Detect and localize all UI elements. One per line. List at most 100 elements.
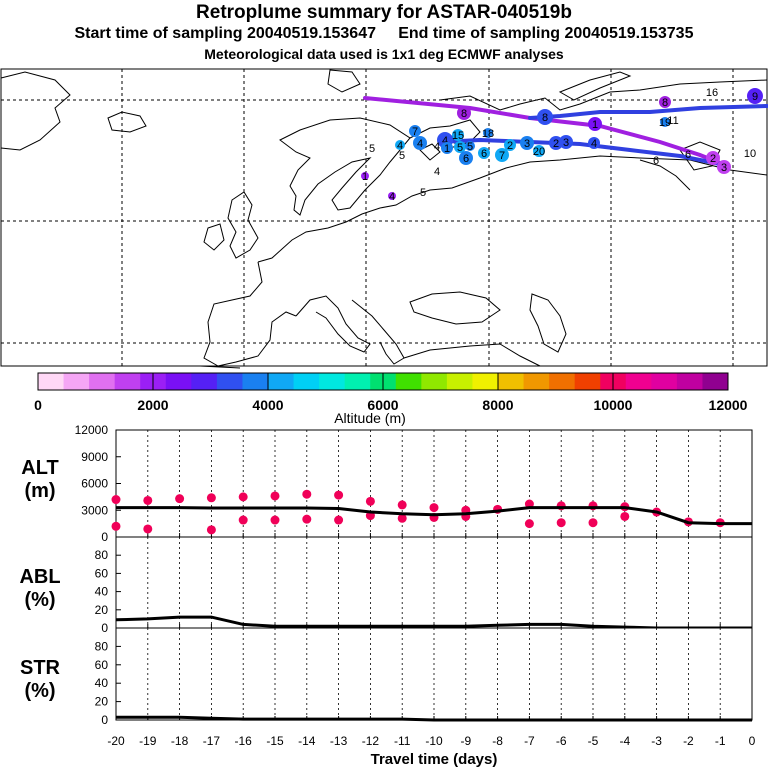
map-cluster-marker: 2 (504, 139, 516, 152)
panel-y-tick-label: 40 (95, 676, 109, 690)
map-cluster-label: 19 (659, 117, 671, 129)
map-cluster-label: 4 (434, 166, 440, 178)
map-cluster-dot (659, 96, 671, 108)
colorbar-tick-label: 6000 (367, 397, 398, 413)
map-cluster-dot (588, 137, 600, 149)
panel-y-tick-label: 20 (95, 603, 109, 617)
map-cluster-dot (533, 145, 545, 157)
map-cluster-marker: 4 (395, 140, 405, 152)
altitude-cluster-dot (334, 490, 344, 500)
x-tick-label: -13 (330, 734, 348, 748)
map-cluster-label: 8 (461, 108, 467, 120)
altitude-cluster-dot (365, 496, 375, 506)
panel-y-tick-label: 0 (101, 530, 108, 544)
x-tick-label: -9 (460, 734, 471, 748)
altitude-cluster-dot (143, 524, 153, 534)
colorbar-swatch (38, 373, 65, 390)
map-frame (0, 68, 768, 367)
altitude-cluster-dot (588, 518, 598, 528)
map-cluster-dot (441, 142, 453, 154)
colorbar-tick-label: 2000 (137, 397, 168, 413)
map-cluster-label: 3 (563, 137, 569, 149)
colorbar-swatch (395, 373, 422, 390)
map-cluster-marker: 19 (659, 117, 671, 129)
map-cluster-marker: 10 (744, 148, 756, 160)
panel-y-tick-label: 3000 (81, 503, 108, 517)
map-cluster-marker: 8 (457, 106, 471, 120)
map-cluster-label: 20 (533, 146, 545, 158)
altitude-cluster-dot (270, 491, 280, 501)
altitude-cluster-dot (143, 495, 153, 505)
map-cluster-dot (706, 151, 720, 165)
panel-y-tick-label: 6000 (81, 477, 108, 491)
altitude-cluster-dot (524, 519, 534, 529)
map-cluster-dot (452, 129, 464, 141)
x-axis: -20 -19 -18 -17 -16 -15 -14 -13 -12 -11 -10 -9 -8 -7-… (107, 734, 755, 768)
x-tick-label: 0 (749, 734, 756, 748)
map-cluster-marker: 3 (559, 135, 573, 149)
map-cluster-marker: 3 (520, 136, 534, 150)
chart-title: Retroplume summary for ASTAR-040519b (196, 2, 572, 23)
map-cluster-marker: 7 (409, 125, 421, 138)
map-cluster-marker: 16 (706, 87, 718, 99)
colorbar-swatch (625, 373, 652, 390)
colorbar-swatch (676, 373, 703, 390)
x-axis-title: Travel time (days) (371, 751, 498, 768)
map-cluster-marker: 20 (533, 145, 545, 158)
altitude-cluster-dot (302, 489, 312, 499)
map-cluster-marker: 4 (588, 137, 600, 150)
altitude-cluster-dot (556, 518, 566, 528)
map-cluster-label: 3 (524, 138, 530, 150)
map-cluster-dot (537, 109, 553, 125)
x-tick-label: -4 (619, 734, 630, 748)
colorbar-swatch (702, 373, 729, 390)
panel-y-tick-label: 0 (101, 621, 108, 635)
map-cluster-label: 6 (685, 149, 691, 161)
x-tick-label: -16 (235, 734, 253, 748)
map-cluster-marker: 6 (685, 149, 691, 161)
colorbar-swatch (63, 373, 90, 390)
alt-panel: 12000 9000 6000 3000 0 ALT (m) (21, 423, 753, 544)
x-tick-label: -3 (651, 734, 662, 748)
met-data-note: Meteorological data used is 1x1 deg ECMW… (204, 46, 564, 62)
map-cluster-dot (504, 139, 516, 151)
colorbar-swatch (242, 373, 269, 390)
panel-y-tick-label: 12000 (75, 423, 109, 437)
colorbar-swatch (268, 373, 295, 390)
x-tick-label: -1 (715, 734, 726, 748)
map-cluster-label: 6 (653, 155, 659, 167)
map-cluster-label: 9 (752, 91, 758, 103)
x-tick-label: -6 (556, 734, 567, 748)
map-cluster-label: 5 (457, 142, 463, 154)
colorbar-swatch (114, 373, 141, 390)
panel-y-label: ALT (m) (21, 457, 58, 502)
altitude-cluster-dot (620, 511, 630, 521)
map-cluster-marker: 4 (434, 166, 440, 178)
map-cluster-dot (717, 160, 731, 174)
map-cluster-label: 1 (444, 143, 450, 155)
map-cluster-label: 6 (463, 153, 469, 165)
map-cluster-label: 2 (710, 153, 716, 165)
sampling-times: Start time of sampling 20040519.153647 E… (74, 25, 694, 42)
colorbar-swatch (574, 373, 601, 390)
map-cluster-dot (388, 192, 396, 200)
altitude-cluster-dot (397, 513, 407, 523)
map-cluster-label: 8 (542, 112, 548, 124)
colorbar-swatch (293, 373, 320, 390)
colorbar-swatch (472, 373, 499, 390)
altitude-cluster-dot (111, 495, 121, 505)
map-cluster-marker: 5 (454, 141, 466, 154)
panel-y-tick-label: 9000 (81, 450, 108, 464)
map-cluster-marker: 9 (747, 88, 763, 104)
coastlines (0, 69, 768, 369)
colorbar-swatch (651, 373, 678, 390)
x-tick-label: -10 (425, 734, 443, 748)
map-cluster-marker: 4 (434, 141, 440, 153)
panel-y-tick-label: 0 (101, 713, 108, 727)
map-cluster-marker: 15 (452, 129, 464, 142)
map-cluster-label: 5 (399, 150, 405, 162)
map-cluster-marker: 1 (441, 142, 453, 155)
colorbar-tick-label: 4000 (252, 397, 283, 413)
